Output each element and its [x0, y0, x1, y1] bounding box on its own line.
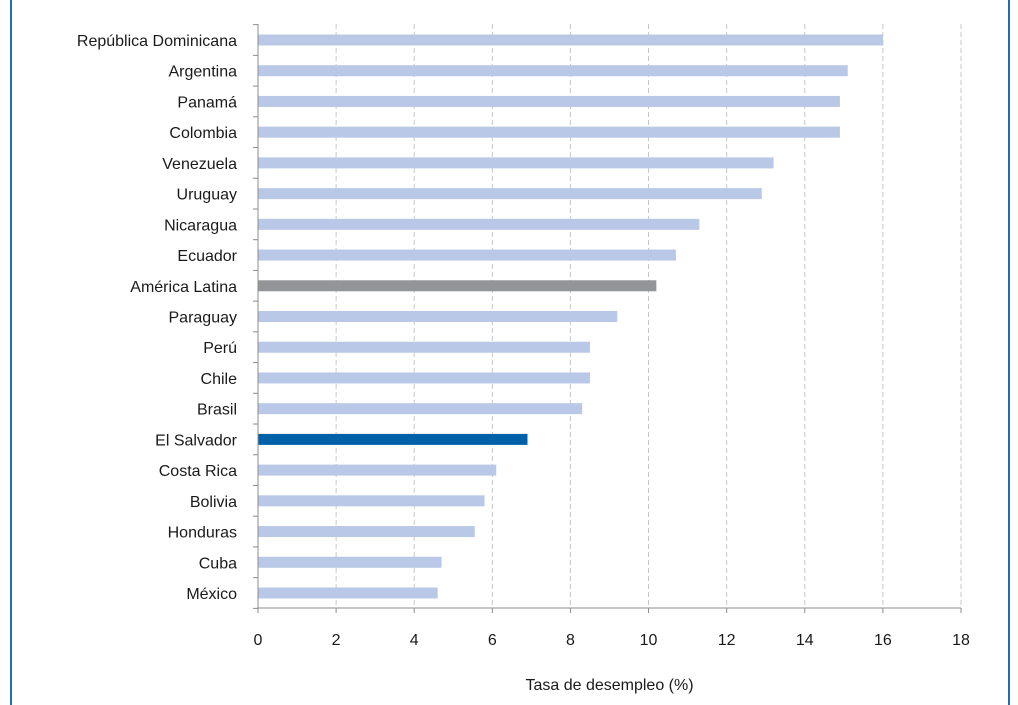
- category-label: República Dominicana: [77, 33, 237, 50]
- bar: [258, 341, 590, 353]
- x-tick-label: 4: [410, 632, 419, 649]
- category-label: México: [186, 586, 237, 603]
- category-label: Ecuador: [177, 248, 237, 265]
- bar: [258, 311, 618, 322]
- bar: [258, 556, 442, 568]
- category-label: América Latina: [130, 279, 237, 296]
- x-tick-label: 14: [796, 632, 814, 649]
- chart-frame: [10, 0, 1010, 705]
- category-label: Panamá: [177, 94, 237, 111]
- category-label: Bolivia: [190, 494, 237, 511]
- x-tick-label: 6: [488, 632, 497, 649]
- category-label: El Salvador: [155, 432, 237, 449]
- bars: [258, 34, 883, 599]
- bar: [258, 495, 485, 507]
- category-label: Perú: [203, 340, 237, 357]
- bar: [258, 403, 583, 415]
- bar: [258, 280, 657, 292]
- x-tick-label: 18: [952, 632, 970, 649]
- bar: [258, 372, 590, 384]
- category-label: Costa Rica: [159, 463, 237, 480]
- category-label: Honduras: [168, 525, 237, 542]
- bar: [258, 249, 676, 261]
- bar: [258, 188, 762, 200]
- x-tick-label: 16: [874, 632, 892, 649]
- category-labels: República Dominicana Argentina Panamá Colom…: [77, 33, 238, 603]
- bar: [258, 65, 848, 77]
- category-label: Uruguay: [177, 187, 237, 204]
- category-label: Brasil: [197, 402, 237, 419]
- axes: [253, 24, 962, 613]
- x-tick-label: 2: [332, 632, 341, 649]
- x-tick-labels: 0 2 4 6 8 10 12 14 16 18: [254, 632, 970, 649]
- category-label: Venezuela: [162, 156, 237, 173]
- category-label: Nicaragua: [164, 217, 237, 234]
- x-tick-label: 10: [640, 632, 658, 649]
- x-axis-title: Tasa de desempleo (%): [525, 677, 693, 694]
- bar: [258, 587, 438, 599]
- x-tick-label: 12: [718, 632, 736, 649]
- bar: [258, 464, 497, 476]
- bar: [258, 95, 840, 107]
- category-label: Argentina: [169, 64, 238, 81]
- bar: [258, 126, 840, 138]
- category-label: Colombia: [169, 125, 237, 142]
- category-label: Cuba: [199, 555, 237, 572]
- bar: [258, 218, 700, 230]
- bar: [258, 433, 528, 445]
- x-tick-label: 8: [566, 632, 575, 649]
- category-label: Paraguay: [169, 310, 238, 327]
- bar: [258, 157, 774, 169]
- bar: [258, 526, 475, 538]
- bar: [258, 34, 883, 46]
- category-label: Chile: [201, 371, 238, 388]
- x-tick-label: 0: [254, 632, 263, 649]
